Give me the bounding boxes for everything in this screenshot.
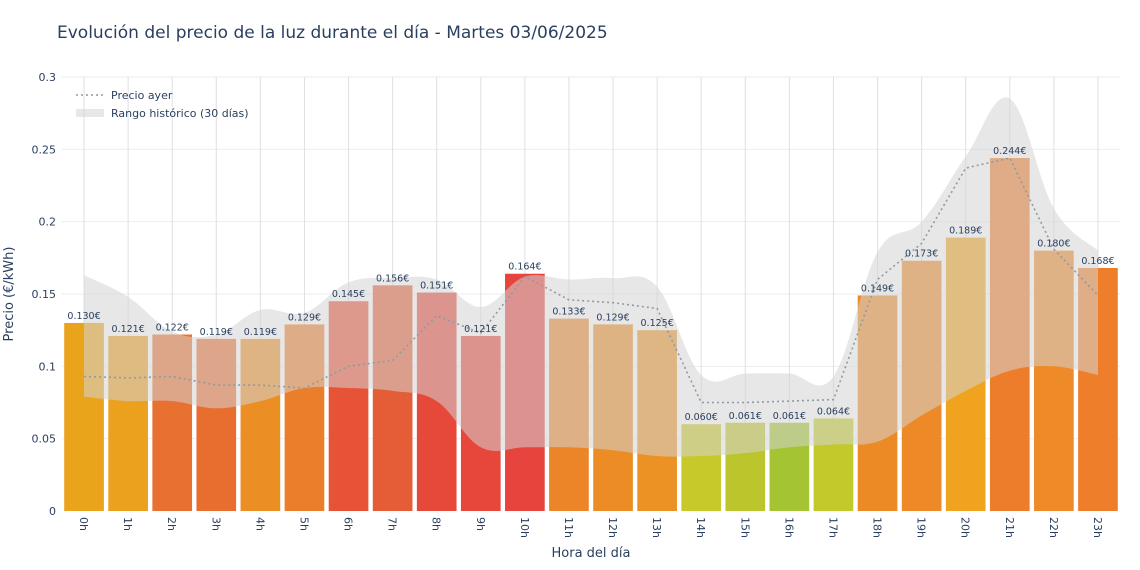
bar-value-label: 0.173€ [905, 249, 938, 260]
bar-value-label: 0.122€ [156, 323, 189, 334]
x-tick-label: 12h [606, 517, 619, 538]
x-tick-label: 0h [77, 517, 90, 531]
x-tick-label: 13h [650, 517, 663, 538]
x-tick-label: 19h [915, 517, 928, 538]
bar-value-label: 0.121€ [464, 324, 497, 335]
x-tick-label: 17h [827, 517, 840, 538]
bar-value-label: 0.151€ [420, 281, 453, 292]
x-tick-label: 8h [430, 517, 443, 531]
historic-range-area [84, 97, 1098, 457]
y-tick-label: 0.25 [32, 143, 57, 156]
x-tick-label: 6h [342, 517, 355, 531]
x-tick-label: 10h [518, 517, 531, 538]
bar-value-label: 0.119€ [200, 327, 233, 338]
bar-value-label: 0.064€ [817, 406, 850, 417]
x-tick-label: 1h [121, 517, 134, 531]
bar-value-label: 0.130€ [67, 311, 100, 322]
bar-value-label: 0.129€ [596, 312, 629, 323]
x-tick-label: 2h [165, 517, 178, 531]
yesterday-price-path [83, 157, 1099, 404]
axes: 0 0.05 0.1 0.15 0.2 0.25 0.3 0h 1h 2h 3h 4h 5h 6h 7h 8h… [32, 71, 1105, 538]
x-tick-label: 9h [474, 517, 487, 531]
bar-value-label: 0.164€ [508, 262, 541, 273]
legend-swatch-range [76, 109, 104, 117]
bar-value-label: 0.133€ [552, 307, 585, 318]
yesterday-price-line [83, 157, 1099, 404]
bar-labels: 0.130€ 0.121€ 0.122€ 0.119€ 0.119€ 0.129€ 0.14… [67, 146, 1114, 423]
x-tick-label: 11h [562, 517, 575, 538]
y-tick-label: 0.1 [39, 360, 57, 373]
bar-value-label: 0.145€ [332, 289, 365, 300]
legend-item-yesterday[interactable]: Precio ayer [111, 89, 173, 102]
y-tick-label: 0.15 [32, 288, 57, 301]
chart-title: Evolución del precio de la luz durante e… [57, 23, 608, 43]
bar-value-label: 0.149€ [861, 283, 894, 294]
x-tick-label: 7h [386, 517, 399, 531]
bar-value-label: 0.129€ [288, 312, 321, 323]
x-tick-label: 15h [738, 517, 751, 538]
x-tick-label: 20h [959, 517, 972, 538]
bar-value-label: 0.244€ [993, 146, 1026, 157]
bar-value-label: 0.156€ [376, 273, 409, 284]
y-tick-label: 0.05 [32, 433, 57, 446]
bar-value-label: 0.061€ [729, 411, 762, 422]
bar-value-label: 0.121€ [112, 324, 145, 335]
bar-value-label: 0.119€ [244, 327, 277, 338]
y-tick-label: 0 [49, 505, 56, 518]
x-tick-label: 22h [1047, 517, 1060, 538]
bar-value-label: 0.060€ [685, 412, 718, 423]
x-tick-label: 21h [1003, 517, 1016, 538]
historic-range-band [84, 97, 1098, 457]
bar-value-label: 0.061€ [773, 411, 806, 422]
x-tick-label: 3h [209, 517, 222, 531]
x-axis-title: Hora del día [552, 546, 631, 561]
bar-value-label: 0.189€ [949, 226, 982, 237]
y-axis-title: Precio (€/kWh) [2, 247, 17, 342]
bar-value-label: 0.180€ [1037, 239, 1070, 250]
y-tick-label: 0.2 [39, 216, 57, 229]
x-tick-label: 5h [298, 517, 311, 531]
x-tick-label: 16h [782, 517, 795, 538]
bar-value-label: 0.125€ [641, 318, 674, 329]
x-tick-label: 14h [694, 517, 707, 538]
legend-item-range[interactable]: Rango histórico (30 días) [111, 107, 249, 120]
y-tick-label: 0.3 [39, 71, 57, 84]
x-tick-label: 4h [253, 517, 266, 531]
x-tick-label: 23h [1091, 517, 1104, 538]
legend[interactable]: Precio ayer Rango histórico (30 días) [76, 89, 249, 120]
x-tick-label: 18h [871, 517, 884, 538]
bar-value-label: 0.168€ [1081, 256, 1114, 267]
